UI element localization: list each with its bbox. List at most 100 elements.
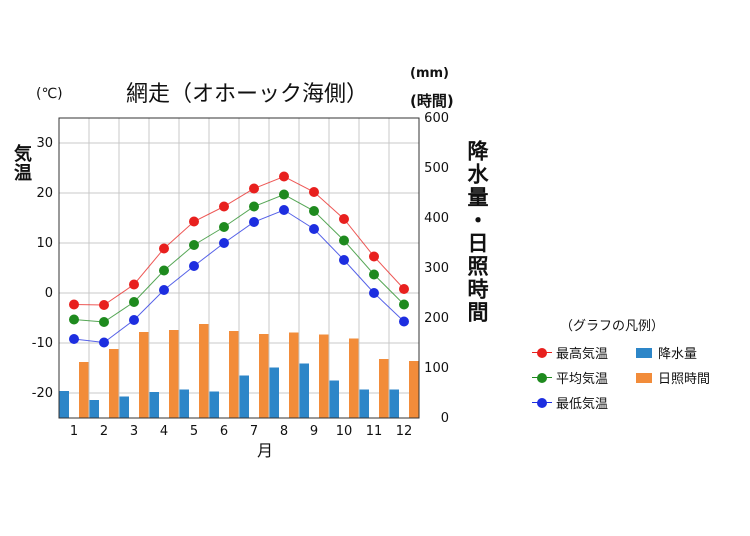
left-axis-unit: (℃) [36,86,63,102]
x-tick-label: 4 [160,424,168,439]
sunshine-bar [409,361,419,418]
legend-item-max-temp: 最高気温 [532,343,608,362]
max-temp-point [219,201,229,212]
min-temp-point [69,334,79,344]
sunshine-bar [139,332,149,418]
legend-marker-precipitation [636,347,652,358]
right-tick-label: 500 [424,161,449,176]
sunshine-bar [259,334,269,418]
right-axis-unit-bottom: (時間) [410,92,454,110]
max-temp-point [399,284,409,294]
precipitation-bar [59,391,69,418]
avg-temp-point [249,201,259,212]
line-layer [69,171,409,348]
max-temp-point [99,300,109,310]
precipitation-bar [149,392,159,418]
min-temp-point [339,255,349,265]
chart-title: 網走（オホーック海側） [126,82,369,107]
grid [59,118,419,418]
sunshine-bar [319,334,329,418]
precipitation-bar [299,363,309,418]
avg-temp-line [73,193,405,323]
min-temp-point [159,285,169,295]
left-tick-label: 20 [36,186,53,201]
plot-frame [58,117,420,419]
max-temp-point [249,183,259,194]
left-tick-label: -20 [32,386,53,401]
precipitation-bar [329,380,339,418]
left-axis-title: 気温 [11,144,32,182]
right-tick-label: 300 [424,261,449,276]
legend-label-precipitation: 降水量 [658,347,698,362]
legend-label-sunshine: 日照時間 [658,372,711,387]
legend-item-avg-temp: 平均気温 [532,368,608,387]
right-axis-unit-top: (mm) [410,66,449,81]
max-temp-point [339,214,349,224]
sunshine-bar [349,338,359,418]
precipitation-bar [269,367,279,418]
max-temp-point [309,187,319,197]
right-tick-label: 600 [424,111,449,126]
right-axis-title: 降水量・日照時間 [465,140,489,324]
precipitation-bar [209,391,219,418]
legend-item-precipitation: 降水量 [636,343,697,362]
left-tick-label: 0 [45,286,53,301]
legend-marker-max-temp [532,347,552,358]
x-tick-label: 10 [336,424,353,439]
legend-item-sunshine: 日照時間 [636,368,710,387]
max-temp-point [129,279,139,290]
avg-temp-point [99,317,109,327]
avg-temp-point [369,269,379,280]
x-axis-ticks: 1 2 3 4 5 6 7 8 9 10 11 12 [70,424,412,439]
max-temp-line [73,175,405,306]
left-tick-label: 10 [36,236,53,251]
min-temp-point [369,288,379,298]
avg-temp-point [129,297,139,307]
avg-temp-point [219,222,229,232]
min-temp-point [399,316,409,327]
precipitation-bar [179,389,189,418]
avg-temp-point [399,299,409,310]
legend-marker-avg-temp [532,372,552,383]
x-tick-label: 6 [220,424,228,439]
max-temp-point [189,216,199,227]
right-tick-label: 200 [424,311,449,326]
x-tick-label: 8 [280,424,288,439]
legend-label-min-temp: 最低気温 [556,397,609,412]
x-tick-label: 5 [190,424,198,439]
avg-temp-point [339,235,349,246]
legend-marker-min-temp [532,397,552,408]
x-tick-label: 12 [396,424,413,439]
max-temp-point [159,243,169,254]
precipitation-bar [389,389,399,418]
avg-temp-point [309,206,319,216]
left-tick-label: 30 [36,136,53,151]
sunshine-bar [79,362,89,418]
min-temp-point [219,238,229,248]
x-tick-label: 3 [130,424,138,439]
precipitation-bar [239,375,249,418]
max-temp-point [69,299,79,310]
right-tick-label: 100 [424,361,449,376]
min-temp-point [279,205,289,215]
sunshine-bar [109,349,119,418]
right-tick-label: 400 [424,211,449,226]
max-temp-point [279,171,289,182]
right-tick-label: 0 [441,411,449,426]
x-tick-label: 7 [250,424,258,439]
bar-layer [59,324,419,418]
x-tick-label: 11 [366,424,383,439]
legend-title: （グラフの凡例） [560,319,665,334]
precipitation-bar [89,400,99,418]
max-temp-point [369,251,379,262]
sunshine-bar [289,332,299,418]
left-axis-ticks: -20 -10 0 10 20 30 [32,136,53,401]
min-temp-point [309,224,319,234]
min-temp-point [189,261,199,271]
legend-item-min-temp: 最低気温 [532,393,608,412]
x-tick-label: 2 [100,424,108,439]
legend-marker-sunshine [636,372,652,383]
sunshine-bar [169,330,179,418]
avg-temp-point [69,314,79,325]
